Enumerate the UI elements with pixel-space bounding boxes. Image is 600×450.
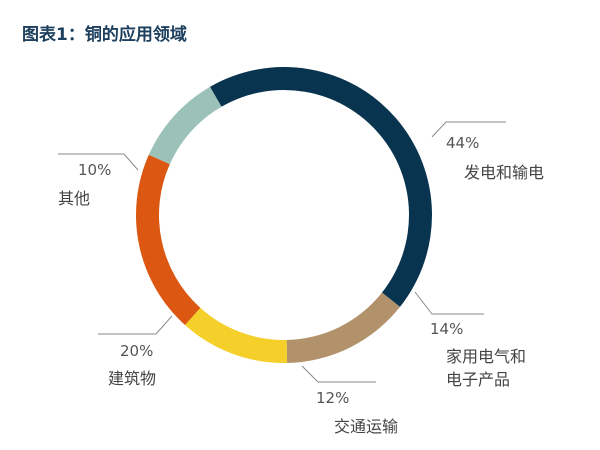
slice-category-label-5: 其他 (58, 189, 90, 208)
leader-line-1 (431, 121, 506, 138)
slice-value-label-3: 12% (316, 389, 349, 407)
leader-lines (58, 121, 506, 383)
slice-category-label-1: 发电和输电 (464, 163, 544, 182)
slice-3 (184, 307, 288, 363)
leader-line-4 (98, 315, 173, 335)
slice-category-label-2: 家用电气和电子产品 (446, 347, 526, 389)
slice-value-label-2: 14% (430, 320, 463, 338)
slice-category-label-3: 交通运输 (334, 417, 398, 436)
slice-value-label-5: 10% (78, 161, 111, 179)
leader-line-2 (414, 291, 484, 315)
slice-2 (286, 292, 400, 363)
slice-value-label-4: 20% (120, 342, 153, 360)
slice-value-label-1: 44% (446, 134, 479, 152)
slice-category-label-4: 建筑物 (108, 369, 156, 388)
leader-line-3 (301, 365, 376, 383)
slice-1 (210, 66, 433, 307)
slice-5 (148, 86, 222, 165)
donut-slices (136, 66, 433, 363)
slice-4 (136, 154, 201, 325)
chart-title: 图表1：铜的应用领域 (22, 24, 187, 45)
slice-labels: 44% 发电和输电 14% 家用电气和电子产品 12% 交通运输 20% 建筑物 10% 其他 (58, 134, 544, 436)
leader-line-5 (58, 153, 139, 171)
